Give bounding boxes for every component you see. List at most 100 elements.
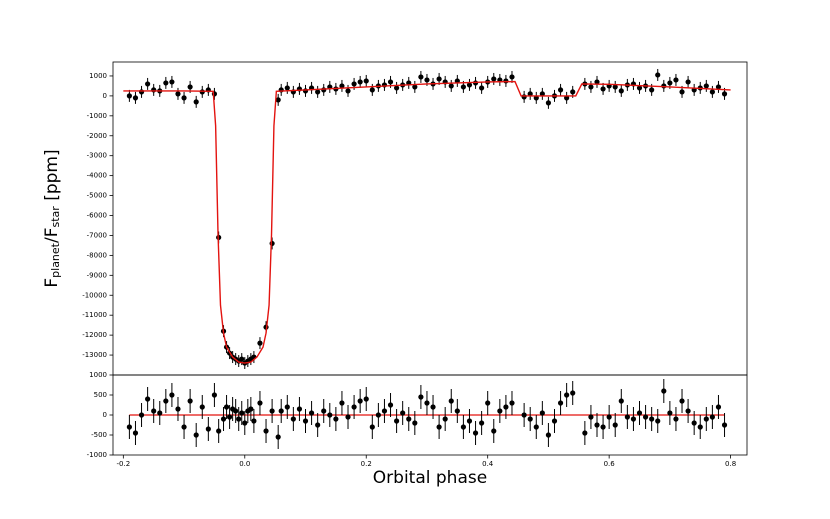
data-point	[630, 416, 637, 422]
data-point	[345, 88, 351, 94]
data-point	[606, 414, 612, 420]
data-point	[369, 87, 375, 93]
data-point	[157, 410, 163, 416]
data-point	[351, 81, 357, 87]
data-point	[709, 414, 715, 420]
data-point	[655, 72, 661, 78]
data-point	[308, 410, 315, 416]
data-point	[181, 95, 187, 101]
x-tick-label: 0.4	[482, 460, 494, 468]
y-tick-label: -1000	[87, 112, 107, 120]
data-point	[327, 412, 333, 418]
data-point	[521, 94, 527, 100]
data-point	[570, 89, 576, 95]
data-point	[545, 100, 552, 106]
data-point	[418, 394, 424, 400]
data-point	[412, 84, 418, 90]
data-point	[479, 85, 485, 91]
data-point	[612, 422, 618, 428]
data-point	[679, 398, 685, 404]
data-point	[381, 408, 388, 414]
y-axis-label: Fplanet/Fstar [ppm]	[42, 149, 62, 287]
x-tick-label: 0.6	[604, 460, 616, 468]
data-point	[509, 400, 515, 406]
data-point	[278, 408, 284, 414]
x-tick-label: -0.2	[116, 460, 130, 468]
data-point	[211, 392, 218, 398]
data-point	[570, 390, 576, 396]
data-point	[169, 392, 175, 398]
y-tick-label: -1000	[87, 451, 107, 459]
data-point	[193, 99, 199, 105]
data-point	[551, 418, 558, 424]
data-point	[187, 398, 193, 404]
y-tick-label: 0	[103, 411, 107, 419]
data-point	[667, 410, 673, 416]
data-point	[269, 240, 275, 247]
y-tick-label: -10000	[82, 291, 107, 299]
data-point	[509, 74, 515, 80]
data-point	[248, 406, 254, 412]
y-tick-label: 500	[94, 391, 107, 399]
data-point	[393, 418, 400, 424]
data-point	[333, 416, 339, 422]
data-point	[485, 400, 491, 406]
data-point	[175, 91, 181, 97]
data-point	[239, 410, 245, 416]
data-point	[321, 87, 327, 93]
y-tick-label: -9000	[87, 271, 107, 279]
y-axis-label-part: [ppm]	[42, 149, 62, 206]
data-point	[618, 88, 624, 94]
data-point	[220, 416, 227, 422]
x-tick-label: 0.8	[725, 460, 736, 468]
data-point	[302, 88, 309, 94]
data-point	[163, 80, 169, 86]
data-point	[430, 404, 436, 410]
data-point	[448, 83, 454, 89]
data-point	[655, 418, 661, 424]
data-point	[715, 404, 722, 410]
data-point	[703, 83, 709, 89]
data-point	[321, 408, 327, 414]
data-point	[600, 424, 606, 430]
data-point	[199, 404, 205, 410]
data-point	[363, 396, 369, 402]
data-point	[387, 79, 394, 85]
model-line	[123, 80, 731, 364]
data-point	[145, 81, 151, 87]
data-point	[339, 83, 345, 89]
data-point	[296, 406, 303, 412]
data-point	[387, 402, 394, 408]
data-point	[169, 79, 175, 85]
data-point	[491, 428, 497, 434]
x-tick-label: 0.2	[361, 460, 372, 468]
data-point	[193, 432, 199, 438]
data-point	[715, 84, 722, 90]
y-tick-label: -5000	[87, 192, 107, 200]
data-point	[642, 414, 649, 420]
data-point	[448, 398, 454, 404]
data-point	[363, 78, 369, 84]
data-point	[236, 416, 242, 422]
data-point	[612, 84, 618, 90]
data-point	[275, 97, 281, 103]
data-point	[588, 414, 594, 420]
data-point	[721, 91, 728, 97]
data-point	[126, 424, 132, 430]
data-point	[545, 432, 552, 438]
data-point	[315, 422, 321, 428]
data-point	[442, 416, 448, 422]
y-tick-label: -2000	[87, 132, 107, 140]
data-point	[539, 410, 545, 416]
data-point	[424, 77, 430, 83]
data-point	[679, 89, 685, 95]
data-point	[357, 398, 363, 404]
data-point	[685, 408, 691, 414]
x-tick-label: 0.0	[239, 460, 250, 468]
y-tick-label: -4000	[87, 172, 107, 180]
data-point	[594, 422, 600, 428]
data-point	[132, 95, 139, 101]
data-point	[290, 416, 296, 422]
data-point	[226, 414, 233, 420]
data-point	[709, 89, 715, 95]
